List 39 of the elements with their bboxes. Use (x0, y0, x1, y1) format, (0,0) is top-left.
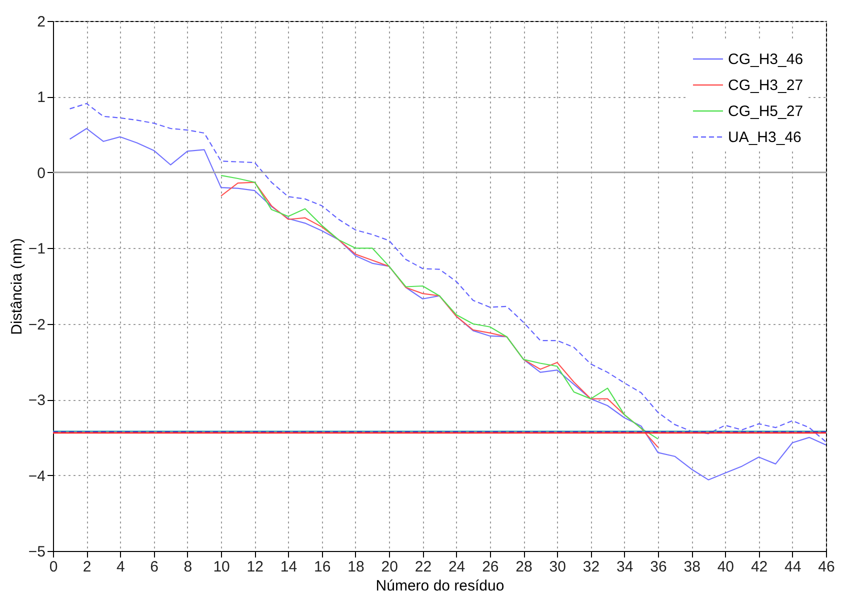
x-tick-label: 20 (381, 558, 398, 576)
legend-label: CG_H5_27 (728, 103, 804, 120)
y-axis-title: Distância (nm) (8, 238, 26, 335)
y-tick-label: −1 (28, 240, 46, 258)
y-tick-label: −5 (28, 544, 46, 560)
x-tick-label: 42 (750, 558, 768, 576)
x-tick-label: 6 (150, 558, 158, 576)
y-tick-label: −2 (28, 316, 46, 334)
x-tick-label: 0 (49, 558, 58, 576)
y-tick-label: 1 (37, 89, 46, 106)
y-tick-label: 0 (37, 164, 46, 182)
x-tick-label: 10 (213, 558, 230, 576)
x-tick-label: 40 (717, 558, 734, 576)
x-tick-label: 24 (448, 558, 466, 576)
y-tick-label: −4 (28, 468, 46, 485)
legend-label: CG_H3_27 (728, 77, 804, 94)
legend-label: CG_H3_46 (728, 51, 804, 68)
x-tick-label: 46 (818, 558, 835, 576)
x-tick-label: 36 (650, 558, 667, 576)
x-tick-label: 26 (482, 558, 499, 576)
x-tick-label: 22 (414, 558, 432, 576)
x-tick-label: 32 (582, 558, 600, 576)
x-tick-label: 8 (184, 558, 192, 576)
x-tick-label: 44 (784, 558, 802, 576)
legend-label: UA_H3_46 (728, 129, 802, 146)
x-tick-label: 16 (314, 558, 331, 576)
x-tick-label: 2 (82, 558, 92, 576)
x-tick-label: 12 (246, 558, 264, 576)
y-tick-label: −3 (28, 392, 46, 410)
line-series (69, 102, 826, 443)
x-axis-title: Número do resíduo (376, 578, 504, 594)
x-tick-label: 14 (280, 558, 298, 576)
y-tick-label: 2 (37, 14, 46, 30)
x-tick-label: 4 (116, 558, 125, 576)
x-tick-label: 30 (549, 558, 566, 576)
x-tick-label: 28 (516, 558, 532, 576)
x-tick-label: 18 (348, 558, 364, 576)
x-tick-label: 38 (684, 558, 700, 576)
x-tick-label: 34 (616, 558, 634, 576)
